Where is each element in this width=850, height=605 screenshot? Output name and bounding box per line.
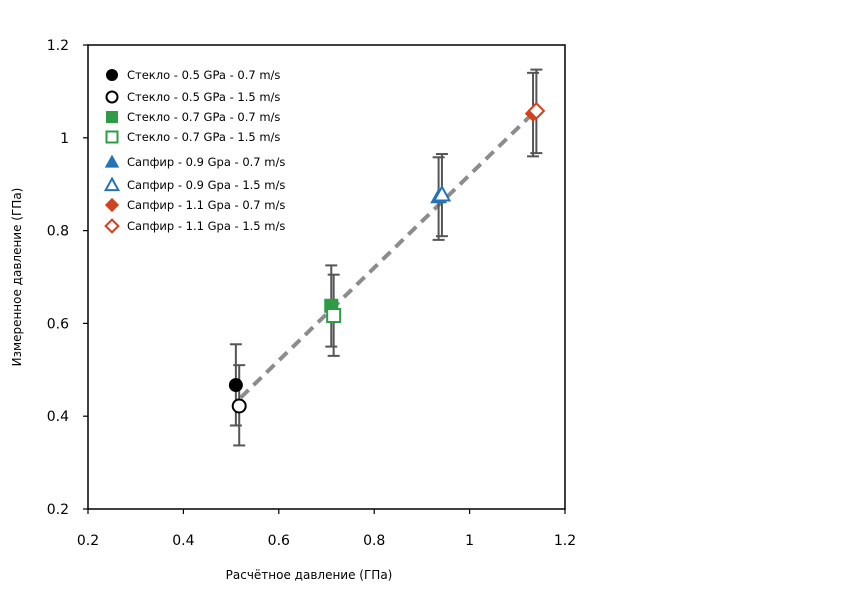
y-tick-label: 0.6 (47, 316, 69, 332)
data-point-square-open (326, 308, 342, 324)
x-tick-label: 0.4 (172, 533, 194, 549)
legend-marker-triangle (104, 154, 120, 168)
data-point-diamond-open (527, 101, 546, 120)
y-tick-label: 1.2 (47, 38, 69, 54)
legend-marker-circle (106, 69, 118, 81)
legend-item: Сапфир - 0.9 Gpa - 0.7 m/s (104, 154, 285, 169)
y-tick-label: 0.2 (47, 502, 69, 518)
legend-label: Стекло - 0.5 GPa - 1.5 m/s (127, 90, 280, 104)
x-tick-label: 0.6 (268, 533, 290, 549)
x-tick-label: 0.8 (363, 533, 385, 549)
x-axis-title: Расчётное давление (ГПа) (226, 568, 393, 582)
marker-layer (228, 101, 546, 414)
legend-item: Сапфир - 1.1 Gpa - 0.7 m/s (104, 197, 285, 213)
legend-marker-diamond (104, 218, 120, 234)
legend-label: Стекло - 0.7 GPa - 0.7 m/s (127, 110, 280, 124)
legend-marker-square (105, 130, 119, 144)
y-tick-label: 1 (60, 131, 69, 147)
legend-label: Сапфир - 0.9 Gpa - 0.7 m/s (127, 155, 285, 169)
legend-label: Сапфир - 1.1 Gpa - 1.5 m/s (127, 219, 285, 233)
legend-item: Стекло - 0.7 GPa - 1.5 m/s (105, 130, 280, 144)
y-axis-title: Измеренное давление (ГПа) (10, 188, 24, 367)
legend-label: Стекло - 0.5 GPa - 0.7 m/s (127, 68, 280, 82)
legend-label: Сапфир - 1.1 Gpa - 0.7 m/s (127, 198, 285, 212)
legend-label: Стекло - 0.7 GPa - 1.5 m/s (127, 130, 280, 144)
legend-item: Сапфир - 1.1 Gpa - 1.5 m/s (104, 218, 285, 234)
legend-marker-diamond (104, 197, 120, 213)
fit-line-layer (239, 113, 534, 400)
legend-marker-circle (105, 90, 119, 104)
x-tick-label: 0.2 (77, 533, 99, 549)
legend-item: Стекло - 0.7 GPa - 0.7 m/s (106, 110, 280, 124)
legend-item: Сапфир - 0.9 Gpa - 1.5 m/s (103, 176, 285, 192)
axes-layer: 0.2 0.4 0.6 0.8 1 1.2 0.2 0.4 0.6 0.8 1 1.2 (47, 38, 576, 549)
data-point-circle-filled (228, 378, 243, 393)
x-tick-label: 1.2 (554, 533, 576, 549)
legend-marker-triangle (103, 176, 121, 192)
legend-item: Стекло - 0.5 GPa - 0.7 m/s (106, 68, 280, 82)
x-tick-label: 1 (465, 533, 474, 549)
legend-item: Стекло - 0.5 GPa - 1.5 m/s (105, 90, 280, 104)
legend: Стекло - 0.5 GPa - 0.7 m/s Стекло - 0.5 G… (103, 68, 285, 234)
legend-label: Сапфир - 0.9 Gpa - 1.5 m/s (127, 178, 285, 192)
trend-line (239, 113, 534, 400)
data-point-circle-open (231, 398, 247, 414)
y-tick-label: 0.4 (47, 409, 69, 425)
y-tick-label: 0.8 (47, 224, 69, 240)
data-point-triangle-open (432, 184, 452, 202)
legend-marker-square (106, 111, 118, 123)
plot-area (87, 44, 566, 510)
